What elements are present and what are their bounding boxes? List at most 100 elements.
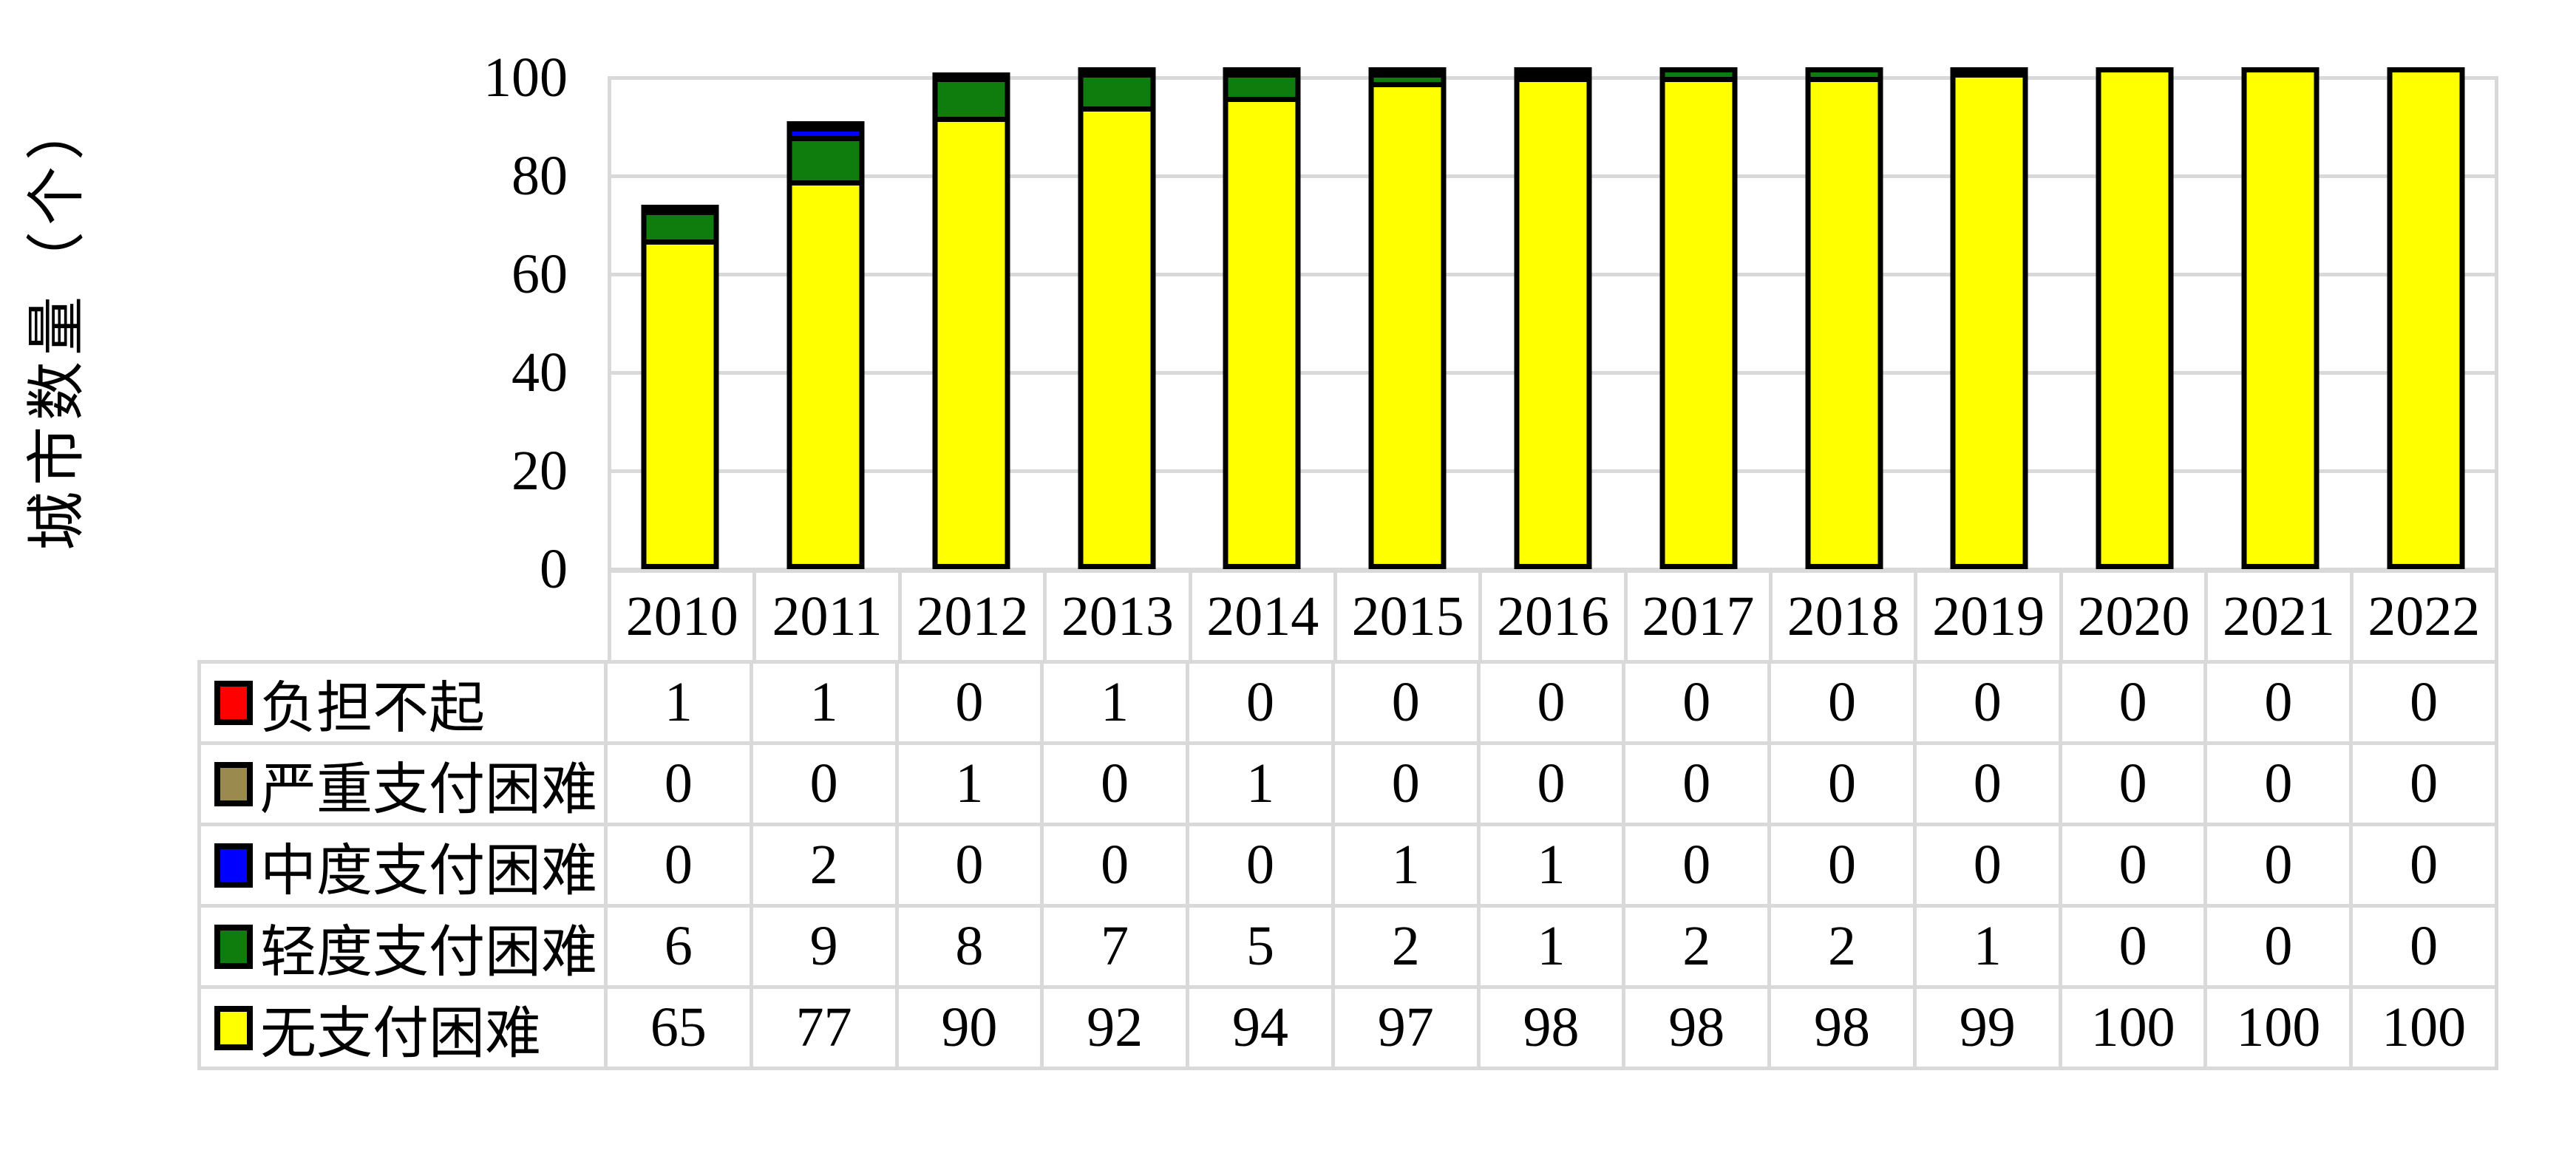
table-value-cell: 0 (1771, 664, 1913, 741)
table-value-cell: 9 (752, 908, 895, 985)
table-value-cell: 7 (1044, 908, 1186, 985)
table-value-cell: 98 (1480, 989, 1622, 1067)
plot-area-bars (608, 67, 2498, 569)
legend-label: 负担不起 (260, 677, 485, 740)
table-value-cell: 0 (1916, 664, 2059, 741)
x-axis-label-2022: 2022 (2353, 573, 2495, 660)
bar-2022 (2387, 67, 2465, 569)
table-value-cell: 65 (608, 989, 750, 1067)
table-value-cell: 5 (1189, 908, 1331, 985)
plot-border-right (2495, 78, 2498, 569)
table-value-cell: 1 (1189, 745, 1331, 823)
x-axis-label-2014: 2014 (1192, 573, 1333, 660)
bar-column-2015 (1335, 67, 1481, 569)
y-tick-label: 60 (512, 242, 568, 305)
table-value-cell: 0 (1625, 664, 1768, 741)
bar-column-2018 (1771, 67, 1917, 569)
plot-border-left (608, 78, 611, 569)
legend-row-无支付困难: 无支付困难 (201, 989, 604, 1067)
table-value-cell: 1 (1480, 826, 1622, 904)
x-axis-category-row: 2010 2011 2012 2013 2014 2015 2016 2017 2018 2019… (608, 569, 2498, 660)
table-value-cell: 0 (2062, 664, 2204, 741)
bar-column-2010 (608, 78, 753, 569)
table-value-cell: 0 (1916, 826, 2059, 904)
table-value-cell: 77 (752, 989, 895, 1067)
x-axis-label-2021: 2021 (2208, 573, 2350, 660)
table-value-cell: 0 (2207, 908, 2350, 985)
x-axis-label-2017: 2017 (1627, 573, 1770, 660)
x-axis-label-2011: 2011 (756, 573, 898, 660)
table-value-cell: 97 (1334, 989, 1477, 1067)
table-value-cell: 98 (1771, 989, 1913, 1067)
table-value-cell: 0 (1771, 745, 1913, 823)
table-value-cell: 1 (1480, 908, 1622, 985)
table-value-cell: 1 (1044, 664, 1186, 741)
table-value-cell: 92 (1044, 989, 1186, 1067)
bar-2014 (1223, 67, 1301, 569)
table-value-cell: 1 (608, 664, 750, 741)
table-value-cell: 100 (2207, 989, 2350, 1067)
bar-2010 (641, 205, 719, 569)
bar-column-2011 (753, 78, 899, 569)
table-value-cell: 0 (2353, 664, 2495, 741)
legend-swatch-icon (214, 924, 253, 969)
bar-segment-无支付困难 (2241, 67, 2320, 569)
x-axis-label-2018: 2018 (1773, 573, 1914, 660)
x-axis-label-2015: 2015 (1336, 573, 1479, 660)
bar-segment-无支付困难 (1805, 77, 1883, 569)
legend-swatch-icon (214, 1005, 253, 1050)
y-tick-label: 80 (512, 144, 568, 207)
bar-column-2022 (2353, 67, 2498, 569)
bar-2017 (1659, 67, 1738, 569)
table-value-cell: 0 (1044, 826, 1186, 904)
bar-2018 (1805, 67, 1883, 569)
y-axis-title: 城市数量（个） (25, 95, 90, 551)
bar-segment-无支付困难 (2387, 67, 2465, 569)
table-value-cell: 0 (1916, 745, 2059, 823)
table-value-cell: 0 (1044, 745, 1186, 823)
table-value-cell: 0 (1189, 826, 1331, 904)
y-tick-label: 100 (483, 46, 568, 109)
x-axis-label-2010: 2010 (611, 573, 753, 660)
bar-2013 (1078, 67, 1156, 569)
table-value-cell: 0 (2353, 745, 2495, 823)
bar-segment-无支付困难 (2096, 67, 2174, 569)
table-value-cell: 0 (2207, 745, 2350, 823)
bar-2016 (1514, 67, 1592, 569)
table-value-cell: 0 (1480, 664, 1622, 741)
bar-column-2014 (1189, 67, 1335, 569)
table-value-cell: 94 (1189, 989, 1331, 1067)
bar-2015 (1368, 67, 1447, 569)
table-value-cell: 0 (1771, 826, 1913, 904)
bar-column-2013 (1044, 67, 1189, 569)
table-value-cell: 1 (1334, 826, 1477, 904)
table-value-cell: 0 (2062, 908, 2204, 985)
bar-segment-无支付困难 (1223, 96, 1301, 569)
legend-label: 中度支付困难 (260, 840, 597, 902)
table-value-cell: 90 (898, 989, 1041, 1067)
legend-row-中度支付困难: 中度支付困难 (201, 826, 604, 904)
legend-row-负担不起: 负担不起 (201, 664, 604, 741)
table-value-cell: 0 (752, 745, 895, 823)
legend-label: 无支付困难 (260, 1002, 541, 1065)
table-value-cell: 0 (1334, 664, 1477, 741)
x-axis-label-2016: 2016 (1482, 573, 1624, 660)
legend-row-严重支付困难: 严重支付困难 (201, 745, 604, 823)
table-value-cell: 0 (2207, 826, 2350, 904)
bar-2021 (2241, 67, 2320, 569)
data-table: 负担不起 1 1 0 1 0 0 0 0 0 0 0 0 0 严重支付困难 0 0 1 0 1 0 0 0 0 0 0 0 0 中度支付… (197, 660, 2498, 1070)
legend-swatch-icon (214, 843, 253, 888)
table-value-cell: 99 (1916, 989, 2059, 1067)
bar-column-2021 (2207, 67, 2353, 569)
bar-segment-无支付困难 (641, 239, 719, 569)
table-value-cell: 0 (2207, 664, 2350, 741)
table-value-cell: 8 (898, 908, 1041, 985)
table-value-cell: 0 (898, 826, 1041, 904)
table-value-cell: 98 (1625, 989, 1768, 1067)
bar-segment-无支付困难 (932, 116, 1010, 569)
table-value-cell: 2 (1625, 908, 1768, 985)
bar-segment-无支付困难 (786, 180, 865, 569)
table-value-cell: 2 (1334, 908, 1477, 985)
table-value-cell: 0 (1480, 745, 1622, 823)
